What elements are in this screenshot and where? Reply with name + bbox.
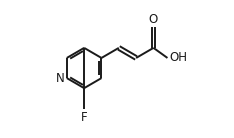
Text: O: O (149, 13, 158, 26)
Text: F: F (81, 111, 88, 124)
Text: N: N (56, 72, 65, 85)
Text: OH: OH (169, 51, 187, 64)
